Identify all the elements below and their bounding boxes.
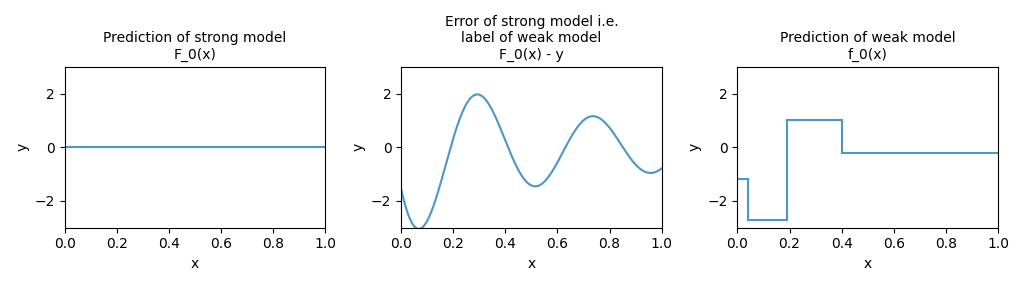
X-axis label: x: x <box>863 257 871 271</box>
Y-axis label: y: y <box>15 143 29 151</box>
Title: Prediction of weak model
f_0(x): Prediction of weak model f_0(x) <box>780 31 955 61</box>
Title: Prediction of strong model
F_0(x): Prediction of strong model F_0(x) <box>103 31 287 61</box>
Y-axis label: y: y <box>688 143 701 151</box>
Title: Error of strong model i.e.
label of weak model
F_0(x) - y: Error of strong model i.e. label of weak… <box>444 15 618 61</box>
X-axis label: x: x <box>190 257 200 271</box>
Y-axis label: y: y <box>351 143 366 151</box>
X-axis label: x: x <box>527 257 536 271</box>
